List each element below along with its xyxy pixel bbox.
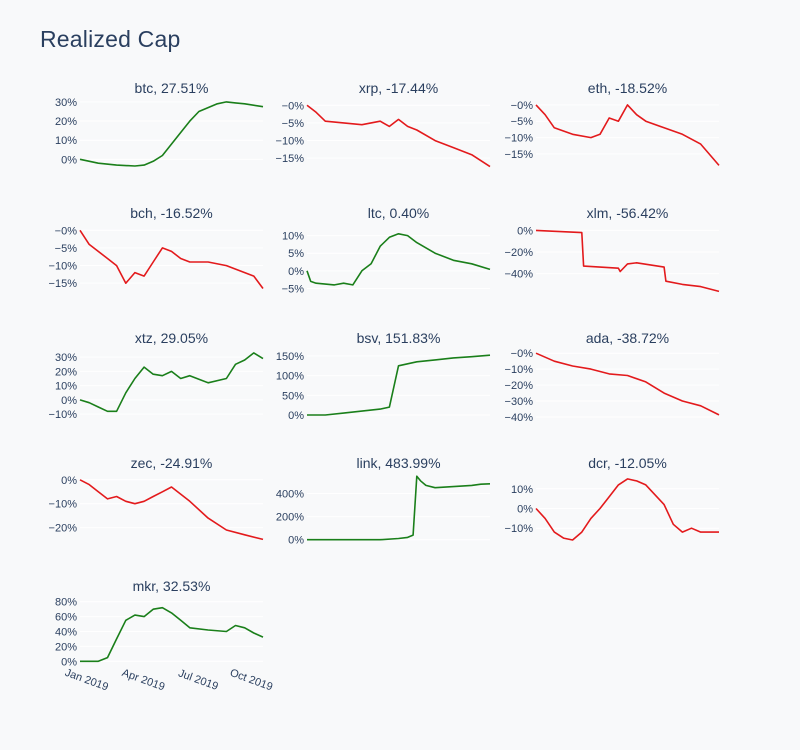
- y-tick-label: 60%: [55, 612, 77, 624]
- y-tick-label: 400%: [276, 488, 304, 500]
- subplot-title: bch, -16.52%: [130, 205, 213, 221]
- y-tick-label: −10%: [49, 409, 78, 421]
- subplot-title: zec, -24.91%: [131, 455, 213, 471]
- series-line: [307, 354, 491, 416]
- series-line: [535, 352, 720, 416]
- subplot-title: dcr, -12.05%: [588, 455, 667, 471]
- y-tick-label: −5%: [282, 283, 305, 295]
- y-tick-label: 30%: [55, 352, 77, 364]
- y-tick-label: 200%: [276, 512, 304, 524]
- y-tick-label: 0%: [61, 154, 77, 166]
- series-line: [79, 352, 264, 413]
- y-tick-label: −0%: [282, 100, 305, 112]
- y-tick-label: −40%: [505, 269, 534, 281]
- y-tick-label: −10%: [505, 523, 534, 535]
- series-line: [79, 101, 264, 167]
- y-tick-label: 100%: [276, 371, 304, 383]
- subplot-btc: btc, 27.51% 0% 10% 20% 30%: [55, 80, 264, 167]
- y-tick-label: −10%: [505, 364, 534, 376]
- subplot-title: ltc, 0.40%: [368, 205, 429, 221]
- y-tick-label: 40%: [55, 627, 77, 639]
- y-tick-label: −10%: [49, 499, 78, 511]
- y-tick-label: −10%: [276, 136, 305, 148]
- x-tick-label: Oct 2019: [228, 667, 274, 694]
- y-tick-label: 0%: [61, 395, 77, 407]
- subplot-zec: zec, -24.91% 0% −10% −20%: [49, 455, 264, 541]
- y-tick-label: 10%: [282, 231, 304, 243]
- y-tick-label: 0%: [288, 266, 304, 278]
- x-tick-label: Jul 2019: [177, 667, 220, 693]
- y-tick-label: 80%: [55, 597, 77, 609]
- y-tick-label: 10%: [55, 135, 77, 147]
- page-title: Realized Cap: [40, 26, 181, 52]
- series-line: [80, 606, 264, 663]
- x-tick-label: Jan 2019: [63, 667, 110, 694]
- y-tick-label: 5%: [288, 248, 304, 260]
- subplot-title: bsv, 151.83%: [357, 330, 441, 346]
- y-tick-label: 50%: [282, 390, 304, 402]
- y-tick-label: 150%: [276, 351, 304, 363]
- subplot-xrp: xrp, -17.44% −0% −5% −10% −15%: [276, 80, 491, 168]
- subplot-title: btc, 27.51%: [135, 80, 209, 96]
- x-tick-label: Apr 2019: [120, 667, 166, 694]
- y-tick-label: −15%: [505, 149, 534, 161]
- y-tick-label: 0%: [517, 225, 533, 237]
- y-tick-label: −20%: [505, 247, 534, 259]
- y-tick-label: 0%: [288, 410, 304, 422]
- subplot-mkr: mkr, 32.53% 80% 60% 40% 20% 0%Jan 2019 Apr 201…: [55, 578, 274, 694]
- y-tick-label: −10%: [505, 133, 534, 145]
- y-tick-label: 0%: [61, 475, 77, 487]
- subplot-bsv: bsv, 151.83% 150% 100% 50% 0%: [276, 330, 491, 422]
- subplot-dcr: dcr, -12.05% 10% 0% −10%: [505, 455, 719, 541]
- y-tick-label: 20%: [55, 366, 77, 378]
- subplot-title: mkr, 32.53%: [133, 578, 211, 594]
- y-tick-label: −30%: [505, 396, 534, 408]
- y-tick-label: −15%: [276, 153, 305, 165]
- subplot-title: xrp, -17.44%: [359, 80, 438, 96]
- y-tick-label: 0%: [517, 504, 533, 516]
- y-tick-label: −10%: [49, 261, 78, 273]
- y-tick-label: −0%: [511, 348, 534, 360]
- subplot-xtz: xtz, 29.05% 30% 20% 10% 0% −10%: [49, 330, 264, 421]
- series-line: [306, 104, 491, 168]
- subplot-xlm: xlm, -56.42% 0% −20% −40%: [505, 205, 720, 293]
- y-tick-label: −20%: [505, 380, 534, 392]
- subplot-link: link, 483.99% 400% 200% 0%: [276, 455, 491, 547]
- y-tick-label: 0%: [288, 535, 304, 547]
- y-tick-label: 10%: [511, 484, 533, 496]
- subplot-ltc: ltc, 0.40% 10% 5% 0% −5%: [282, 205, 491, 295]
- subplot-title: xlm, -56.42%: [587, 205, 669, 221]
- subplot-eth: eth, -18.52% −0% −5% −10% −15%: [505, 80, 720, 166]
- series-line: [79, 479, 264, 541]
- series-line: [535, 229, 720, 293]
- subplot-bch: bch, -16.52% −0% −5% −10% −15%: [49, 205, 264, 290]
- y-tick-label: 20%: [55, 116, 77, 128]
- y-tick-label: 20%: [55, 641, 77, 653]
- series-line: [306, 233, 491, 286]
- subplot-title: eth, -18.52%: [588, 80, 667, 96]
- subplot-ada: ada, -38.72% −0% −10% −20% −30% −40%: [505, 330, 720, 424]
- series-line: [535, 104, 720, 166]
- y-tick-label: −40%: [505, 412, 534, 424]
- y-tick-label: −0%: [55, 225, 78, 237]
- y-tick-label: −0%: [511, 100, 534, 112]
- subplot-title: xtz, 29.05%: [135, 330, 208, 346]
- subplot-title: link, 483.99%: [356, 455, 440, 471]
- subplot-title: ada, -38.72%: [586, 330, 669, 346]
- y-tick-label: −5%: [511, 116, 534, 128]
- y-tick-label: 0%: [61, 656, 77, 668]
- y-tick-label: −5%: [55, 243, 78, 255]
- y-tick-label: −5%: [282, 118, 305, 130]
- y-tick-label: −15%: [49, 278, 78, 290]
- y-tick-label: −20%: [49, 523, 78, 535]
- y-tick-label: 10%: [55, 381, 77, 393]
- series-line: [79, 229, 264, 289]
- series-line: [535, 478, 719, 541]
- series-line: [307, 475, 491, 541]
- y-tick-label: 30%: [55, 97, 77, 109]
